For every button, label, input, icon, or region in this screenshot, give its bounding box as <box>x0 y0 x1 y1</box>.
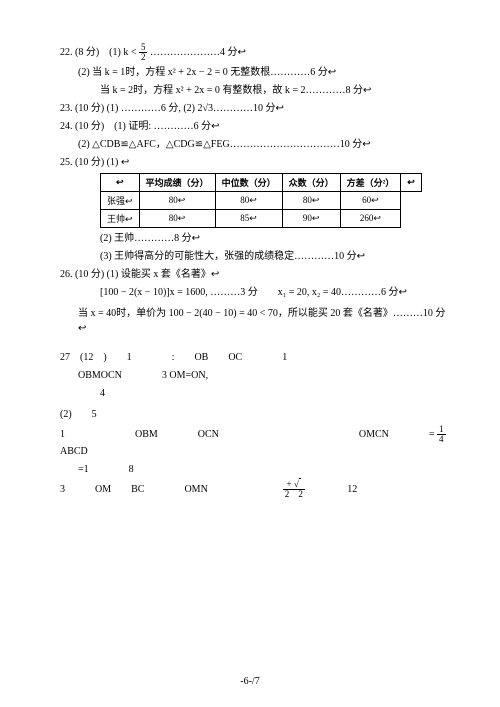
q25-l3: (3) 王帅得高分的可能性大，张强的成绩稳定…………10 分↩ <box>100 249 450 264</box>
q22-header: 22. (8 分) (1) k < <box>60 47 136 58</box>
q27-l2b: 4 <box>100 386 450 401</box>
q24-l1: 24. (10 分) (1) 证明: …………6 分↩ <box>60 119 450 134</box>
q27-l4: 1 OBM OCN OMCN = 1 4 ABCD <box>60 425 450 459</box>
q22-p3: 当 k = 2时，方程 x² + 2x = 0 有整数根，故 k = 2…………… <box>100 83 450 98</box>
th0: ↩ <box>101 174 140 192</box>
q27-l6: 3 OM BC OMN + √ 2 2 12 <box>60 480 450 499</box>
th2: 中位数（分） <box>215 174 282 192</box>
frac-5-2: 5 2 <box>139 43 148 62</box>
th5: ↩ <box>401 174 422 192</box>
th3: 众数（分） <box>282 174 340 192</box>
q27-l2: OBMOCN 3 OM=ON, <box>78 368 450 383</box>
q22-line1: 22. (8 分) (1) k < 5 2 …………………4 分↩ <box>60 43 450 62</box>
q25-l2: (2) 王帅…………8 分↩ <box>100 231 450 246</box>
frac-expr: + √ 2 2 <box>283 484 308 495</box>
q27-l5: =1 8 <box>78 462 450 477</box>
frac-1-4: 1 4 <box>437 425 446 444</box>
table-row: 王帅↩ 80↩ 85↩ 90↩ 260↩ <box>101 210 422 228</box>
q22-p2: (2) 当 k = 1时，方程 x² + 2x − 2 = 0 无整数根…………… <box>78 65 450 80</box>
q26-l2: [100 − 2(x − 10)]x = 1600, ………3 分 x₁ = 2… <box>100 285 450 300</box>
table-header-row: ↩ 平均成绩（分） 中位数（分） 众数（分） 方差（分²） ↩ <box>101 174 422 192</box>
q25-head: 25. (10 分) (1) ↩ <box>60 155 450 170</box>
page-footer: -6-/7 <box>0 676 500 687</box>
q22-tail1: …………………4 分↩ <box>150 47 246 58</box>
th4: 方差（分²） <box>340 174 401 192</box>
q23: 23. (10 分) (1) …………6 分, (2) 2√3…………10 分↩ <box>60 101 450 116</box>
th1: 平均成绩（分） <box>139 174 215 192</box>
q24-l2: (2) △CDB≌△AFC，△CDG≌△FEG……………………………10 分↩ <box>78 137 450 152</box>
q26-l3: 当 x = 40时，单价为 100 − 2(40 − 10) = 40 < 70… <box>78 306 450 336</box>
q25-table: ↩ 平均成绩（分） 中位数（分） 众数（分） 方差（分²） ↩ 张强↩ 80↩ … <box>100 173 422 228</box>
q27-l3: (2) 5 <box>60 407 450 422</box>
q26-l1: 26. (10 分) (1) 设能买 x 套《名著》↩ <box>60 267 450 282</box>
q27-l1: 27 (12 ) 1 : OB OC 1 <box>60 350 450 365</box>
table-row: 张强↩ 80↩ 80↩ 80↩ 60↩ <box>101 192 422 210</box>
